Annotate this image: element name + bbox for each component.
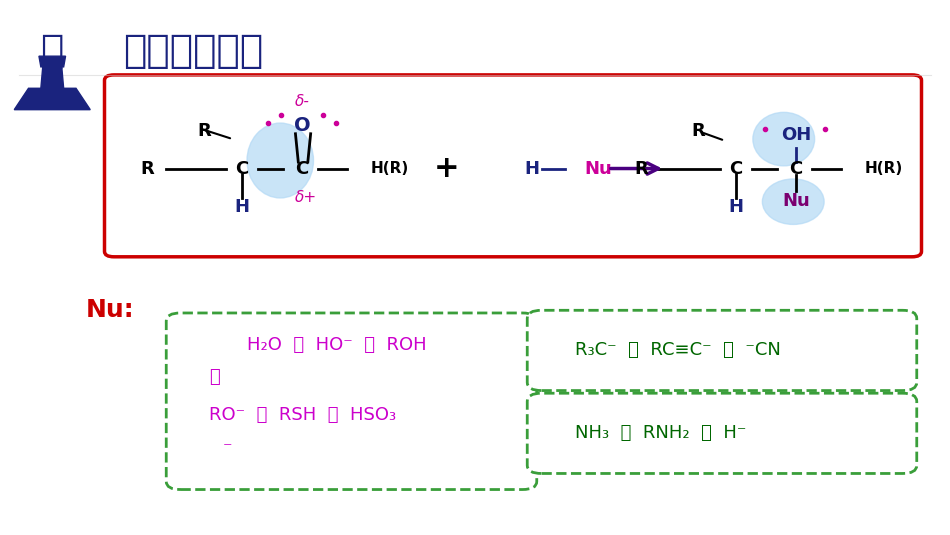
- Text: H₂O  、  HO⁻  、  ROH: H₂O 、 HO⁻ 、 ROH: [247, 336, 427, 354]
- Text: Nu: Nu: [782, 192, 810, 210]
- Text: δ+: δ+: [294, 190, 317, 205]
- Text: C: C: [789, 159, 803, 178]
- Text: 🧪: 🧪: [41, 32, 64, 70]
- FancyBboxPatch shape: [166, 313, 537, 490]
- Text: H(R): H(R): [370, 161, 408, 176]
- Text: C: C: [295, 159, 309, 178]
- Text: Nu: Nu: [584, 159, 612, 178]
- Text: C: C: [236, 159, 249, 178]
- FancyBboxPatch shape: [527, 393, 917, 473]
- Text: RO⁻  、  RSH  、  HSO₃: RO⁻ 、 RSH 、 HSO₃: [209, 406, 396, 424]
- Text: R: R: [198, 122, 211, 140]
- Text: +: +: [434, 154, 459, 183]
- Text: δ-: δ-: [294, 94, 310, 109]
- Text: H: H: [729, 198, 744, 216]
- Polygon shape: [14, 88, 90, 110]
- Text: R₃C⁻  、  RC≡C⁻  、  ⁻CN: R₃C⁻ 、 RC≡C⁻ 、 ⁻CN: [575, 341, 781, 360]
- Text: H(R): H(R): [864, 161, 902, 176]
- Text: 亲核加成反应: 亲核加成反应: [124, 32, 264, 70]
- Text: H: H: [235, 198, 250, 216]
- Ellipse shape: [247, 123, 314, 198]
- Text: Nu:: Nu:: [86, 299, 134, 322]
- Text: ⁻: ⁻: [223, 440, 233, 458]
- Text: R: R: [635, 159, 648, 178]
- Polygon shape: [39, 56, 66, 67]
- Text: OH: OH: [781, 126, 811, 144]
- Text: R: R: [141, 159, 154, 178]
- Text: 、: 、: [209, 368, 219, 386]
- FancyBboxPatch shape: [104, 75, 922, 257]
- Text: H: H: [524, 159, 540, 178]
- Text: R: R: [692, 122, 705, 140]
- Polygon shape: [41, 67, 64, 88]
- Ellipse shape: [762, 179, 824, 225]
- Text: C: C: [730, 159, 743, 178]
- Text: NH₃  、  RNH₂  、  H⁻: NH₃ 、 RNH₂ 、 H⁻: [575, 424, 746, 442]
- Ellipse shape: [752, 112, 814, 166]
- Text: O: O: [294, 116, 311, 135]
- FancyBboxPatch shape: [527, 310, 917, 391]
